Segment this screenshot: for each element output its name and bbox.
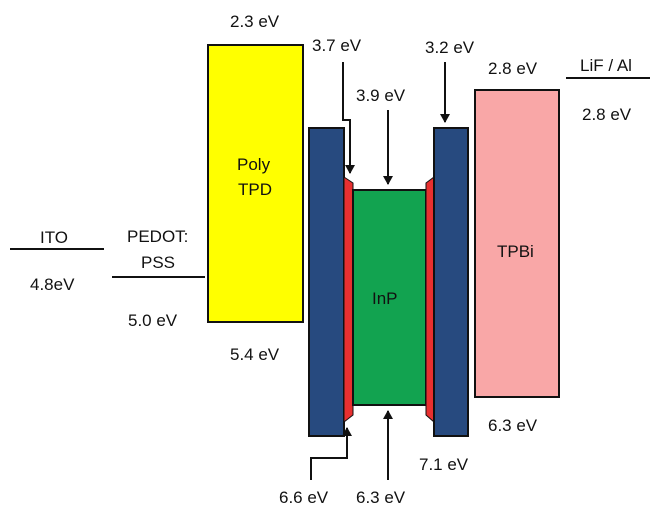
inp-core-block <box>352 189 427 406</box>
shell-left-cb-label: 3.7 eV <box>312 36 362 55</box>
tpbi-block <box>474 89 560 398</box>
polytpd-lumo-label: 2.3 eV <box>230 12 280 31</box>
ito-label: ITO <box>40 228 68 247</box>
shell-right-vb-label: 7.1 eV <box>419 455 469 474</box>
tpbi-name: TPBi <box>497 242 534 261</box>
ito-level-label: 4.8eV <box>30 275 75 294</box>
shell-left-cb-arrow <box>342 62 355 174</box>
pedot-label-line1: PEDOT: <box>127 227 188 246</box>
polytpd-name-line2: TPD <box>238 180 272 199</box>
polytpd-block <box>207 44 304 323</box>
pedot-level-label: 5.0 eV <box>128 311 178 330</box>
shell-left-vb-label: 6.6 eV <box>279 488 329 507</box>
right-shell-block <box>433 127 469 437</box>
core-vb-label: 6.3 eV <box>356 488 406 507</box>
polytpd-homo-label: 5.4 eV <box>230 345 280 364</box>
lif-level-label: 2.8 eV <box>582 105 632 124</box>
inp-name: InP <box>372 289 398 308</box>
left-shell-block <box>308 127 345 437</box>
core-cb-label: 3.9 eV <box>356 86 406 105</box>
tpbi-homo-label: 6.3 eV <box>488 416 538 435</box>
left-interface-layer <box>343 176 354 424</box>
shell-left-vb-arrow <box>310 427 352 480</box>
shell-right-cb-label: 3.2 eV <box>425 38 475 57</box>
pedot-label-line2: PSS <box>141 253 175 272</box>
polytpd-name-line1: Poly <box>237 155 271 174</box>
lif-label: LiF / Al <box>580 56 632 75</box>
right-interface-layer <box>425 176 435 424</box>
tpbi-lumo-label: 2.8 eV <box>488 59 538 78</box>
